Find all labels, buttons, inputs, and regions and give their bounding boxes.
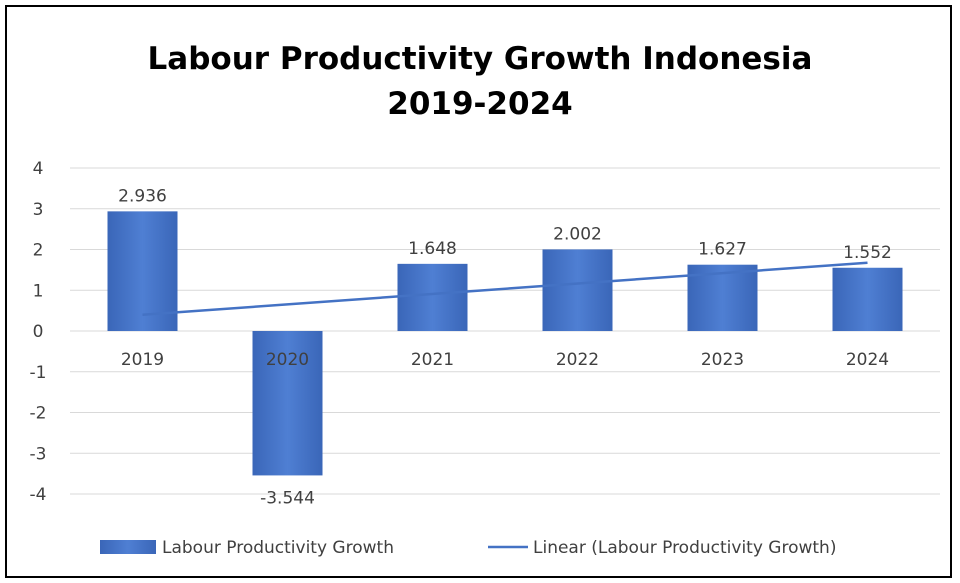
data-label: 2.002 — [553, 224, 602, 244]
bar — [542, 249, 613, 331]
y-tick-label: -2 — [30, 404, 47, 424]
y-tick-label: -3 — [30, 444, 47, 464]
y-tick-label: 4 — [33, 159, 44, 179]
x-category-label: 2022 — [556, 350, 599, 370]
data-label: -3.544 — [260, 488, 315, 508]
x-category-label: 2019 — [121, 350, 164, 370]
trendline-path — [142, 261, 868, 317]
y-tick-label: 3 — [33, 200, 44, 220]
y-tick-label: 1 — [33, 281, 44, 301]
x-category-label: 2020 — [266, 350, 309, 370]
data-label: 1.627 — [698, 240, 747, 260]
legend-bar-swatch — [100, 540, 156, 554]
x-category-label: 2023 — [701, 350, 744, 370]
y-tick-label: 0 — [33, 322, 44, 342]
x-category-label: 2021 — [411, 350, 454, 370]
bars — [107, 211, 903, 476]
bar — [252, 331, 323, 476]
y-tick-label: 2 — [33, 241, 44, 261]
gridlines — [70, 167, 940, 495]
legend-trend-label: Linear (Labour Productivity Growth) — [533, 538, 836, 558]
trendline — [142, 261, 868, 317]
legend: Labour Productivity Growth Linear (Labou… — [100, 538, 836, 558]
y-tick-label: -1 — [30, 363, 47, 383]
legend-bar-label: Labour Productivity Growth — [162, 538, 394, 558]
data-label: 1.648 — [408, 239, 457, 259]
bar — [107, 211, 178, 331]
chart-subtitle: 2019-2024 — [387, 86, 573, 122]
data-label: 2.936 — [118, 186, 167, 206]
y-tick-label: -4 — [30, 485, 47, 505]
x-category-label: 2024 — [846, 350, 889, 370]
chart-title: Labour Productivity Growth Indonesia — [147, 41, 813, 77]
labels: 4 3 2 1 0 -1 -2 -3 -4 2.936 2019 -3.544 2020 1.648 202… — [30, 159, 892, 508]
bar — [397, 263, 468, 331]
bar — [832, 267, 903, 331]
data-label: 1.552 — [843, 243, 892, 263]
